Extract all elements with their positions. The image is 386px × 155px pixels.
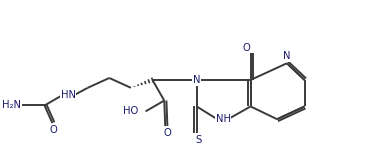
Text: N: N [193, 75, 200, 85]
Text: S: S [195, 135, 202, 145]
Text: HN: HN [61, 90, 76, 100]
Text: HO: HO [124, 106, 139, 116]
Text: N: N [283, 51, 291, 61]
Text: NH: NH [216, 114, 230, 124]
Text: O: O [49, 125, 57, 135]
Text: O: O [163, 128, 171, 138]
Text: H₂N: H₂N [2, 100, 21, 111]
Text: O: O [243, 43, 251, 53]
